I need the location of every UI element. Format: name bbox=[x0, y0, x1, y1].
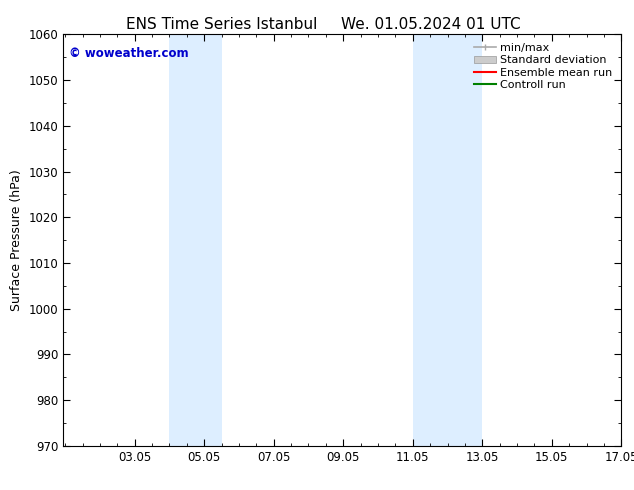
Text: © woweather.com: © woweather.com bbox=[69, 47, 188, 60]
Text: We. 01.05.2024 01 UTC: We. 01.05.2024 01 UTC bbox=[341, 17, 521, 32]
Bar bbox=[169, 34, 221, 446]
Legend: min/max, Standard deviation, Ensemble mean run, Controll run: min/max, Standard deviation, Ensemble me… bbox=[470, 40, 616, 93]
Text: ENS Time Series Istanbul: ENS Time Series Istanbul bbox=[126, 17, 318, 32]
Y-axis label: Surface Pressure (hPa): Surface Pressure (hPa) bbox=[10, 169, 23, 311]
Bar bbox=[413, 34, 482, 446]
